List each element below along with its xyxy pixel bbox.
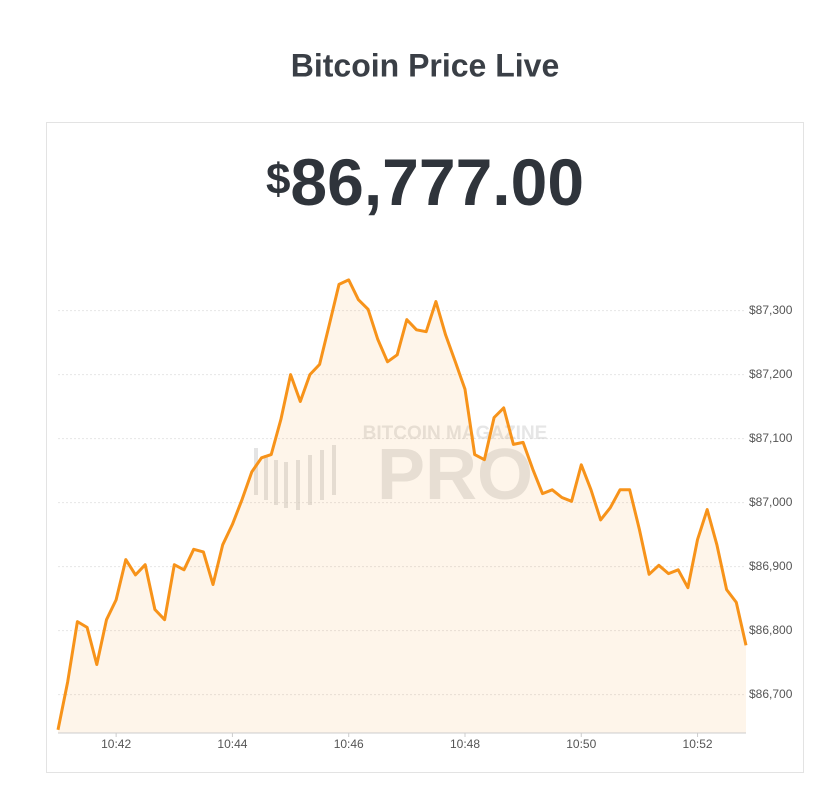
x-tick-label: 10:44 (217, 737, 247, 751)
y-tick-label: $87,200 (749, 367, 793, 381)
price: $86,777.00 (266, 145, 584, 219)
y-tick-label: $86,900 (749, 559, 793, 573)
card (46, 122, 804, 773)
current-price: 86,777.00 (290, 145, 584, 219)
currency-symbol: $ (266, 155, 290, 204)
y-tick-label: $87,000 (749, 495, 793, 509)
y-tick-label: $87,300 (749, 303, 793, 317)
x-tick-label: 10:46 (334, 737, 364, 751)
watermark-main: PRO (377, 435, 533, 515)
x-tick-label: 10:50 (566, 737, 596, 751)
price-line (56, 278, 748, 731)
x-tick-label: 10:48 (450, 737, 480, 751)
watermark: BITCOIN MAGAZINE PRO (254, 423, 548, 515)
page-title: Bitcoin Price Live (291, 47, 560, 83)
price-area (58, 279, 746, 733)
y-tick-label: $86,800 (749, 623, 793, 637)
x-tick-label: 10:52 (683, 737, 713, 751)
y-tick-label: $87,100 (749, 431, 793, 445)
x-tick-label: 10:42 (101, 737, 131, 751)
y-tick-label: $86,700 (749, 687, 793, 701)
watermark-icon (254, 445, 336, 510)
watermark-top: BITCOIN MAGAZINE (363, 423, 548, 444)
